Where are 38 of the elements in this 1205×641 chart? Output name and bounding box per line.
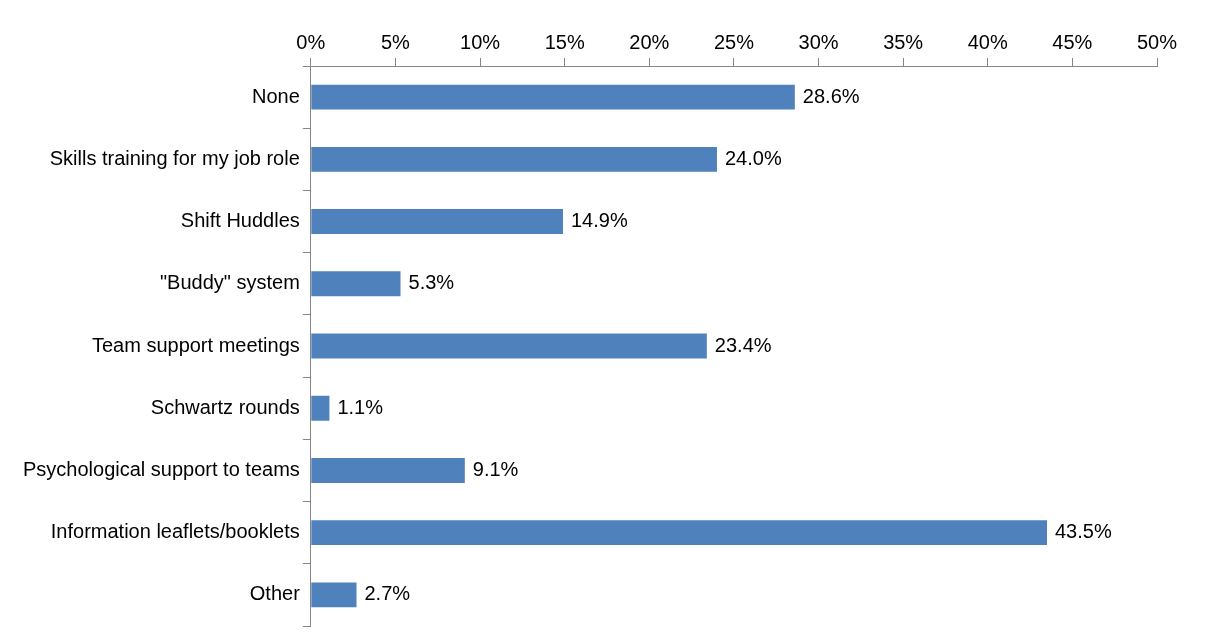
bar [311, 209, 563, 234]
x-tick-label: 45% [1052, 30, 1093, 53]
x-tick-label: 10% [460, 30, 501, 53]
bar [311, 458, 465, 483]
y-tick-label: "Buddy" system [159, 271, 300, 294]
x-tick-label: 25% [713, 30, 755, 53]
x-tick-label: 30% [798, 30, 839, 53]
x-tick-label: 20% [629, 30, 670, 53]
data-label: 23.4% [714, 333, 772, 356]
x-tick-label: 50% [1136, 30, 1178, 53]
data-label: 2.7% [364, 582, 411, 605]
data-label: 28.6% [802, 84, 860, 107]
x-tick-label: 0% [296, 30, 326, 53]
data-label: 9.1% [472, 457, 519, 480]
bar [311, 333, 707, 359]
x-tick-label: 15% [544, 30, 585, 53]
y-tick-label: Team support meetings [91, 333, 300, 356]
y-tick-label: Shift Huddles [180, 209, 300, 232]
bar [311, 271, 401, 297]
y-tick-label: Psychological support to teams [22, 457, 300, 480]
data-label: 5.3% [408, 271, 455, 294]
data-label: 24.0% [724, 146, 782, 169]
y-tick-label: Schwartz rounds [150, 395, 300, 418]
bar [311, 84, 795, 110]
data-label: 1.1% [337, 395, 384, 418]
x-tick-label: 35% [883, 30, 924, 53]
y-tick-label: Information leaflets/booklets [50, 520, 300, 543]
bar [311, 582, 357, 608]
data-label: 14.9% [570, 209, 628, 232]
data-label: 43.5% [1054, 520, 1112, 543]
y-tick-label: Skills training for my job role [49, 146, 300, 169]
bar [311, 520, 1047, 546]
x-tick-label: 5% [380, 30, 411, 53]
y-tick-label: None [251, 84, 300, 107]
x-tick-label: 40% [967, 30, 1008, 53]
bar [311, 146, 717, 172]
y-tick-label: Other [249, 582, 301, 605]
bar [311, 395, 330, 421]
